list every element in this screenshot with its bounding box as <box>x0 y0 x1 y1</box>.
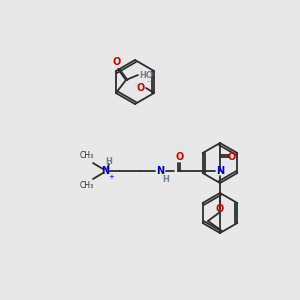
Text: +: + <box>108 174 114 180</box>
Text: H: H <box>163 175 170 184</box>
Text: CH₃: CH₃ <box>80 182 94 190</box>
Text: CH₃: CH₃ <box>80 152 94 160</box>
Text: O: O <box>176 152 184 162</box>
Text: H: H <box>106 157 112 166</box>
Text: ⁻: ⁻ <box>146 79 150 88</box>
Text: HO: HO <box>139 70 153 80</box>
Text: O: O <box>216 204 224 214</box>
Text: N: N <box>156 166 164 176</box>
Text: O: O <box>228 152 236 162</box>
Text: O: O <box>137 83 145 93</box>
Text: O: O <box>113 57 121 67</box>
Text: N: N <box>216 166 224 176</box>
Text: N: N <box>101 166 109 176</box>
